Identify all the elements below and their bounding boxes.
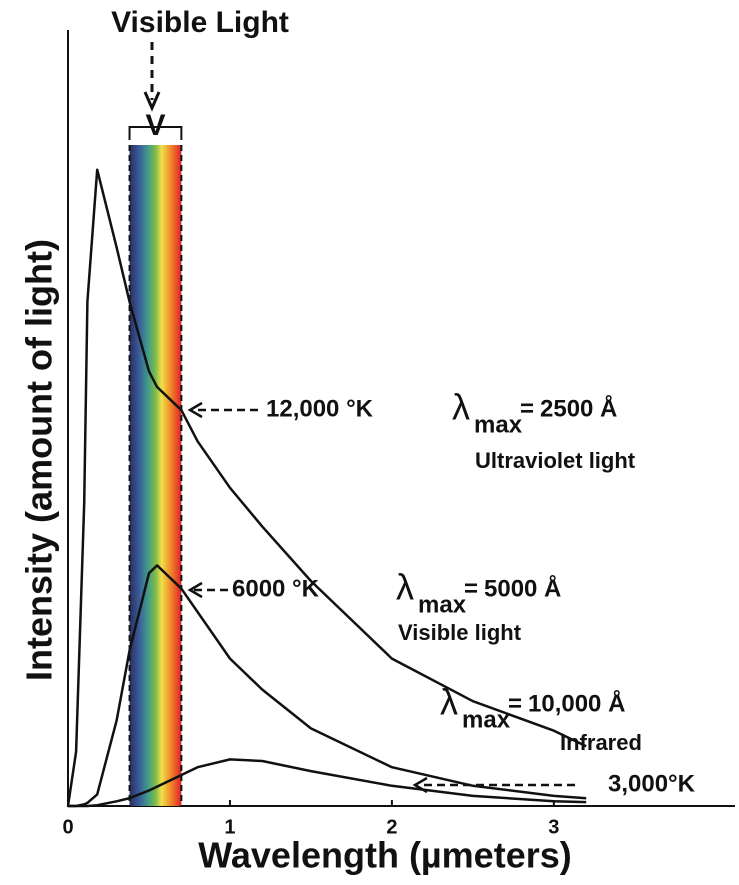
lambda-max: 10,000 Å bbox=[528, 689, 625, 717]
legend-label: 12,000 °K bbox=[266, 395, 374, 422]
visible-band bbox=[129, 145, 182, 806]
lambda-max: 2500 Å bbox=[540, 394, 617, 422]
equals-sign: = bbox=[520, 395, 534, 422]
region-label: Visible light bbox=[398, 620, 522, 645]
lambda-max: 5000 Å bbox=[484, 574, 561, 602]
chart-title: Visible Light bbox=[111, 6, 289, 39]
lambda-symbol: λ bbox=[440, 682, 458, 723]
lambda-symbol: λ bbox=[452, 387, 470, 428]
lambda-subscript: max bbox=[462, 706, 511, 733]
lambda-symbol: λ bbox=[396, 567, 414, 608]
curve bbox=[66, 168, 587, 807]
title-pointer-head bbox=[143, 91, 161, 112]
lambda-subscript: max bbox=[418, 591, 467, 618]
x-tick-label: 1 bbox=[224, 816, 235, 838]
band-label: V bbox=[145, 109, 165, 142]
y-axis-label: Intensity (amount of light) bbox=[19, 239, 60, 681]
legend-label: 3,000°K bbox=[608, 770, 696, 797]
x-tick-label: 2 bbox=[386, 816, 397, 838]
band-bracket bbox=[128, 126, 183, 140]
equals-sign: = bbox=[508, 690, 522, 717]
region-label: Ultraviolet light bbox=[475, 448, 636, 473]
curve bbox=[68, 758, 587, 808]
x-axis-label: Wavelength (µmeters) bbox=[198, 835, 571, 876]
pointer-arrow-head bbox=[187, 581, 203, 599]
region-label: Infrared bbox=[560, 730, 642, 755]
pointer-arrow-head bbox=[412, 776, 428, 794]
legend-label: 6000 °K bbox=[232, 575, 320, 602]
lambda-subscript: max bbox=[474, 411, 523, 438]
curve bbox=[68, 564, 587, 808]
equals-sign: = bbox=[464, 575, 478, 602]
x-tick-label: 3 bbox=[548, 816, 559, 838]
pointer-arrow-head bbox=[187, 401, 203, 419]
x-tick-label: 0 bbox=[62, 816, 73, 838]
